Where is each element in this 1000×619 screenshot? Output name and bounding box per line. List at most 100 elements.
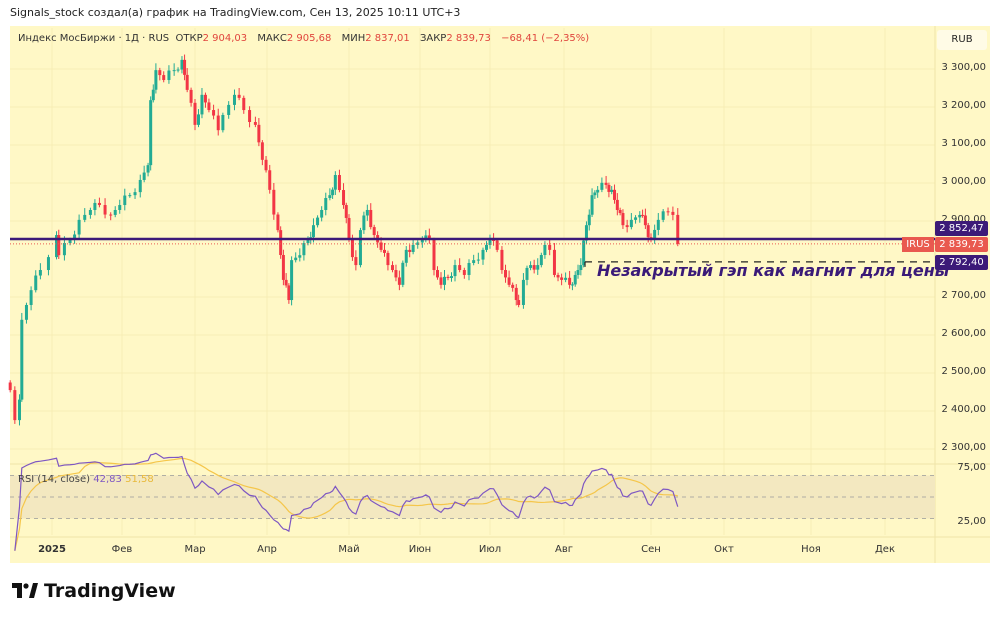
candle-body [331,189,335,196]
price-axis-label: 2 700,00 [941,290,986,301]
candle-body [604,182,608,185]
candle-body [24,304,28,320]
candle-body [600,182,604,190]
candle-body [536,265,540,270]
candle-body [257,124,261,143]
candle-body [347,217,351,240]
chart-frame[interactable] [10,26,990,563]
candle-body [342,190,346,206]
candle-body [294,257,298,261]
candle-body [232,94,236,105]
candle-body [511,284,515,288]
candle-body [543,244,547,256]
candle-body [167,70,171,81]
candle-body [118,205,122,210]
candle-body [625,225,629,228]
price-axis-label: 2 400,00 [941,404,986,415]
candle-body [298,255,302,258]
candle-body [248,110,252,123]
candle-body [333,175,337,190]
candle-body [83,214,87,220]
candle-body [521,279,525,305]
candle-body [337,175,341,191]
candle-body [568,277,572,285]
candle-body [287,285,291,301]
time-axis-label: 2025 [38,544,66,555]
candle-body [613,189,617,200]
candle-body [492,240,496,241]
rsi-label: RSI (14, close) [18,474,91,485]
rsi-ma-line [14,457,678,551]
rsi-axis-75: 75,00 [957,462,986,473]
candle-body [350,240,354,258]
candle-body [88,209,92,215]
low-value: 2 837,01 [365,33,410,44]
price-axis-label: 3 000,00 [941,176,986,187]
time-axis-label: Мар [184,544,206,555]
candle-body [93,202,97,210]
candle-body [8,382,12,391]
candle-body [656,219,660,230]
candle-body [517,300,521,305]
candle-body [203,94,207,103]
candle-body [584,225,588,241]
candle-body [394,270,398,278]
candle-body [552,249,556,275]
candle-body [582,240,586,266]
candle-body [97,202,101,206]
candle-body [242,97,246,111]
time-axis-label: Июл [478,544,502,555]
candle-body [372,227,376,236]
gap-price-tag: 2 792,40 [935,255,988,270]
symbol-tag: IRUS [902,237,934,252]
candle-body [661,211,665,220]
tradingview-logo-icon [12,583,38,598]
candle-body [260,142,264,160]
time-axis-label: Фев [111,544,133,555]
candle-body [643,215,647,226]
high-label: МАКС [257,33,287,44]
candle-body [281,255,285,280]
candle-body [151,89,155,101]
time-axis-label: Окт [714,544,734,555]
candle-body [253,122,257,125]
candle-body [268,170,272,190]
rsi-line [14,452,679,551]
candle-body [183,59,187,75]
candle-body [176,69,180,71]
close-label: ЗАКР [419,33,447,44]
candle-body [221,114,225,131]
candle-body [172,70,176,72]
candle-body [411,244,415,252]
tradingview-logo[interactable]: TradingView [12,580,176,602]
candle-body [579,265,583,271]
candle-body [34,275,38,291]
low-label: МИН [341,33,366,44]
candle-body [427,235,431,240]
candle-body [481,249,485,260]
rsi-legend: RSI (14, close) 42,83 51,58 [18,474,154,485]
candle-body [128,195,132,197]
candle-body [383,249,386,253]
candle-body [495,240,499,250]
high-value: 2 905,68 [286,33,332,44]
candle-body [311,225,315,238]
candle-body [436,270,439,278]
candle-body [207,102,211,111]
candle-body [462,270,466,275]
candle-body [320,209,324,218]
candle-body [676,214,680,244]
currency-button[interactable]: RUB [937,30,987,50]
candle-body [200,94,204,115]
candle-body [596,189,600,193]
symbol-legend: Индекс МосБиржи · 1Д · RUS ОТКР2 904,03 … [18,33,596,44]
candle-body [369,209,373,228]
candle-body [408,249,412,252]
candle-body [133,192,137,196]
time-axis-label: Дек [874,544,896,555]
candle-body [306,240,310,244]
candle-body [237,94,241,98]
candle-body [77,219,81,235]
candle-body [386,252,390,266]
